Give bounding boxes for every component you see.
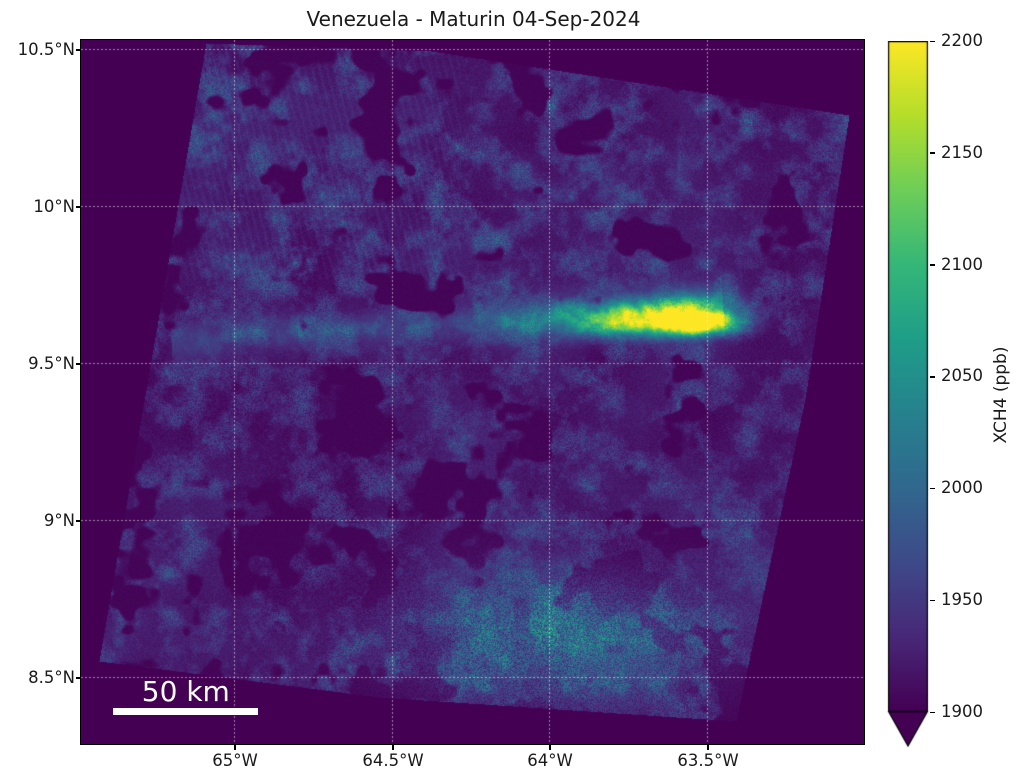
chart-title: Venezuela - Maturin 04-Sep-2024 xyxy=(306,7,641,31)
cbar-tick-mark xyxy=(930,264,935,266)
cbar-tick-label-1900: 1900 xyxy=(941,702,983,721)
cbar-tick-mark xyxy=(930,599,935,602)
methane-map-canvas xyxy=(81,40,865,745)
x-tick-mark xyxy=(549,745,551,750)
x-tick-label-64-5w: 64.5°W xyxy=(362,751,424,770)
cbar-tick-label-2150: 2150 xyxy=(941,143,983,162)
y-tick-mark xyxy=(76,677,81,679)
y-tick-mark xyxy=(76,363,81,365)
x-tick-mark xyxy=(707,745,709,750)
x-tick-label-65w: 65°W xyxy=(212,751,258,770)
colorbar-axis-label: XCH4 (ppb) xyxy=(991,346,1011,444)
y-tick-label-8-5n: 8.5°N xyxy=(28,668,75,687)
cbar-tick-label-2000: 2000 xyxy=(941,478,983,497)
cbar-tick-label-2200: 2200 xyxy=(941,31,983,50)
cbar-tick-label-1950: 1950 xyxy=(941,590,983,609)
scale-bar-label: 50 km xyxy=(141,675,230,709)
cbar-tick-mark xyxy=(930,376,935,378)
scale-bar xyxy=(113,708,259,716)
y-tick-mark xyxy=(76,49,81,51)
cbar-tick-mark xyxy=(930,487,935,490)
map-plot-area: 50 km xyxy=(80,39,866,746)
y-tick-label-10n: 10°N xyxy=(33,197,75,216)
y-tick-label-10-5n: 10.5°N xyxy=(17,40,75,59)
cbar-tick-mark xyxy=(930,152,935,154)
x-tick-mark xyxy=(392,745,394,750)
x-tick-label-64w: 64°W xyxy=(527,751,573,770)
y-tick-mark xyxy=(76,520,81,522)
y-tick-mark xyxy=(76,206,81,208)
colorbar xyxy=(886,41,932,751)
x-tick-label-63-5w: 63.5°W xyxy=(677,751,739,770)
cbar-tick-mark xyxy=(930,40,935,42)
y-tick-label-9n: 9°N xyxy=(43,511,75,530)
cbar-tick-label-2050: 2050 xyxy=(941,366,983,385)
cbar-tick-mark xyxy=(930,711,935,713)
x-tick-mark xyxy=(234,745,236,750)
cbar-tick-label-2100: 2100 xyxy=(941,255,983,274)
y-tick-label-9-5n: 9.5°N xyxy=(28,354,75,373)
